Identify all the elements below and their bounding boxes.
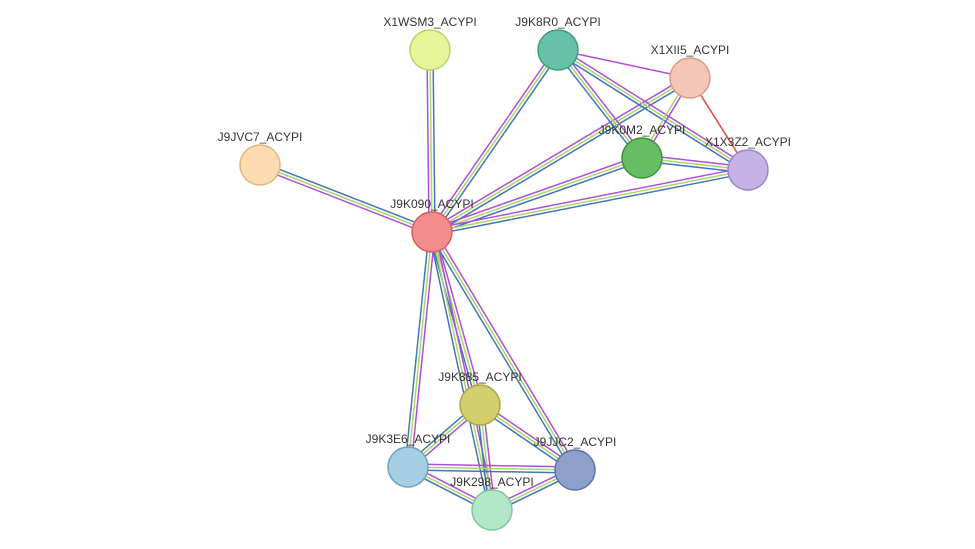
edges-layer (259, 47, 750, 512)
node-label: J9JVC7_ACYPI (218, 130, 303, 144)
node-X1WSM3_ACYPI[interactable] (410, 30, 450, 70)
node-J9K3E6_ACYPI[interactable] (388, 447, 428, 487)
edge (429, 230, 577, 471)
node-J9K8R0_ACYPI[interactable] (538, 30, 578, 70)
node-X1XII5_ACYPI[interactable] (670, 58, 710, 98)
node-J9K885_ACYPI[interactable] (460, 385, 500, 425)
edge (405, 232, 435, 468)
edge (408, 464, 575, 473)
edge (427, 50, 435, 232)
node-label: J9K8R0_ACYPI (515, 15, 600, 29)
network-graph: J9K090_ACYPIX1WSM3_ACYPIJ9K8R0_ACYPIX1XI… (0, 0, 975, 549)
node-J9K298_ACYPI[interactable] (472, 490, 512, 530)
node-X1X3Z2_ACYPI[interactable] (728, 150, 768, 190)
nodes-layer (240, 30, 768, 530)
node-label: X1XII5_ACYPI (651, 43, 730, 57)
edge (259, 162, 433, 235)
node-J9JJC2_ACYPI[interactable] (555, 450, 595, 490)
node-J9K0M2_ACYPI[interactable] (622, 138, 662, 178)
node-label: X1WSM3_ACYPI (383, 15, 476, 29)
node-J9JVC7_ACYPI[interactable] (240, 145, 280, 185)
node-label: J9K885_ACYPI (438, 370, 521, 384)
node-J9K090_ACYPI[interactable] (412, 212, 452, 252)
